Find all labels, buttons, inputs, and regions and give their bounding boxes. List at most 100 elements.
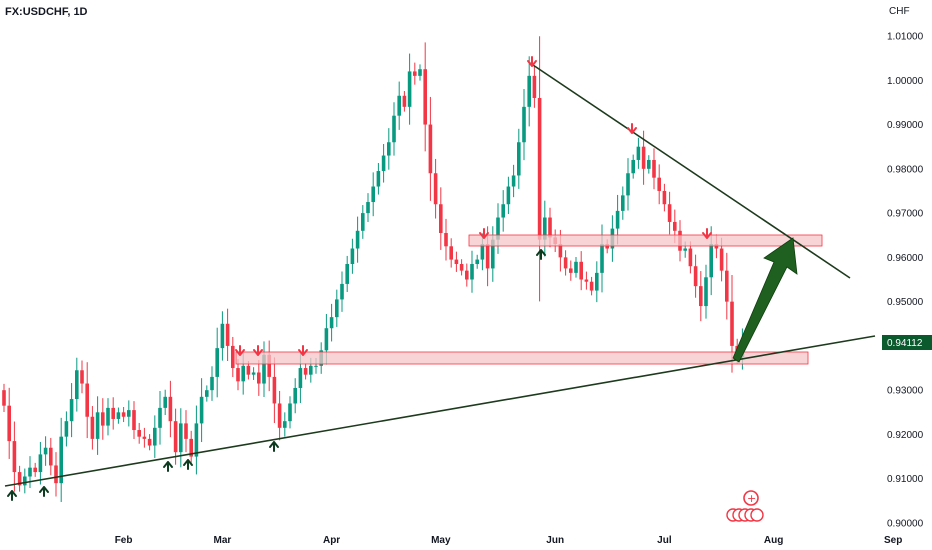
candle-body <box>246 365 251 375</box>
candle-body <box>704 277 708 307</box>
candle-body <box>657 177 661 191</box>
candle-body <box>667 204 672 222</box>
candle-body <box>621 195 625 211</box>
candle-body <box>257 372 261 384</box>
arrow-up-icon <box>163 461 173 472</box>
candle-body <box>298 368 303 388</box>
candle-body <box>106 407 110 426</box>
price-tick-label: 1.00000 <box>887 76 924 87</box>
candle-body <box>59 436 63 484</box>
candle-body <box>168 396 173 422</box>
price-tick-label: 0.93000 <box>887 386 924 397</box>
candle-body <box>413 71 417 76</box>
candle-body <box>522 106 526 143</box>
candle-body <box>49 447 53 466</box>
candle-body <box>543 217 547 240</box>
candle-body <box>381 155 386 172</box>
descending-trendline[interactable] <box>529 62 851 279</box>
candle-body <box>480 244 485 260</box>
time-tick-label: May <box>431 535 451 546</box>
candle-body <box>210 376 214 391</box>
price-tick-label: 1.01000 <box>887 32 924 43</box>
time-tick-label: Apr <box>323 535 340 546</box>
time-tick-label: Sep <box>884 535 902 546</box>
currency-label: CHF <box>889 6 910 17</box>
arrow-up-icon <box>39 486 49 497</box>
ascending-trendline[interactable] <box>4 335 876 487</box>
candle-body <box>662 190 667 205</box>
candle-body <box>532 75 537 98</box>
price-tick-label: 0.95000 <box>887 297 924 308</box>
candle-body <box>262 354 266 384</box>
candle-body <box>465 270 469 280</box>
candle-body <box>75 370 79 400</box>
candle-body <box>163 396 167 408</box>
last-price-tag: 0.94112 <box>882 335 932 350</box>
candle-body <box>23 476 27 486</box>
candle-body <box>303 368 308 375</box>
candle-body <box>709 244 713 278</box>
price-tick-label: 0.91000 <box>887 474 924 485</box>
candle-body <box>345 264 349 284</box>
candle-body <box>449 246 453 260</box>
candle-body <box>28 467 32 477</box>
projection-arrow <box>732 237 798 363</box>
candle-body <box>428 124 433 174</box>
candle-body <box>600 244 604 273</box>
candle-body <box>647 159 651 169</box>
candle-body <box>38 454 43 473</box>
candle-body <box>371 186 375 203</box>
projection-arrow-body[interactable] <box>732 237 798 363</box>
candle-body <box>719 248 724 271</box>
candle-body <box>116 412 121 419</box>
arrow-down-icon <box>253 345 263 356</box>
candle-body <box>641 146 646 169</box>
candle-body <box>444 233 448 247</box>
candle-body <box>366 202 370 214</box>
candle-body <box>64 421 69 437</box>
candle-body <box>527 75 531 107</box>
candle-body <box>12 441 17 473</box>
candle-body <box>85 383 89 417</box>
events-plus-glyph: + <box>747 492 756 505</box>
price-tick-label: 0.96000 <box>887 253 924 264</box>
candle-body <box>423 69 427 125</box>
support-resistance-zones <box>235 234 823 365</box>
candle-body <box>387 142 391 156</box>
candle-body <box>392 115 396 143</box>
candle-body <box>111 407 115 419</box>
candle-body <box>137 430 141 437</box>
candle-body <box>730 301 734 346</box>
arrow-down-icon <box>298 345 308 356</box>
candle-body <box>485 244 490 269</box>
candle-body <box>589 281 594 291</box>
candle-body <box>101 412 105 426</box>
candle-body <box>569 268 573 273</box>
candle-body <box>220 323 225 349</box>
candle-body <box>309 365 313 375</box>
price-tick-label: 0.92000 <box>887 430 924 441</box>
candle-body <box>361 213 365 231</box>
candle-body <box>683 248 687 251</box>
candle-body <box>558 244 563 258</box>
candle-body <box>574 261 578 273</box>
candle-body <box>194 423 199 457</box>
arrow-up-icon <box>536 249 546 260</box>
price-tick-label: 0.98000 <box>887 164 924 175</box>
candle-body <box>454 259 459 265</box>
candle-body <box>173 421 178 453</box>
candle-body <box>215 348 219 377</box>
candle-body <box>80 370 84 384</box>
trendlines <box>4 62 876 487</box>
candle-body <box>652 159 656 178</box>
candle-body <box>272 376 277 404</box>
price-tick-label: 0.90000 <box>887 519 924 530</box>
events-icon[interactable]: + <box>726 490 764 522</box>
candle-body <box>251 372 256 375</box>
candle-body <box>631 159 635 174</box>
candle-body <box>127 410 131 417</box>
support-zone <box>235 351 809 365</box>
candle-body <box>407 71 412 107</box>
candle-body <box>433 173 438 205</box>
